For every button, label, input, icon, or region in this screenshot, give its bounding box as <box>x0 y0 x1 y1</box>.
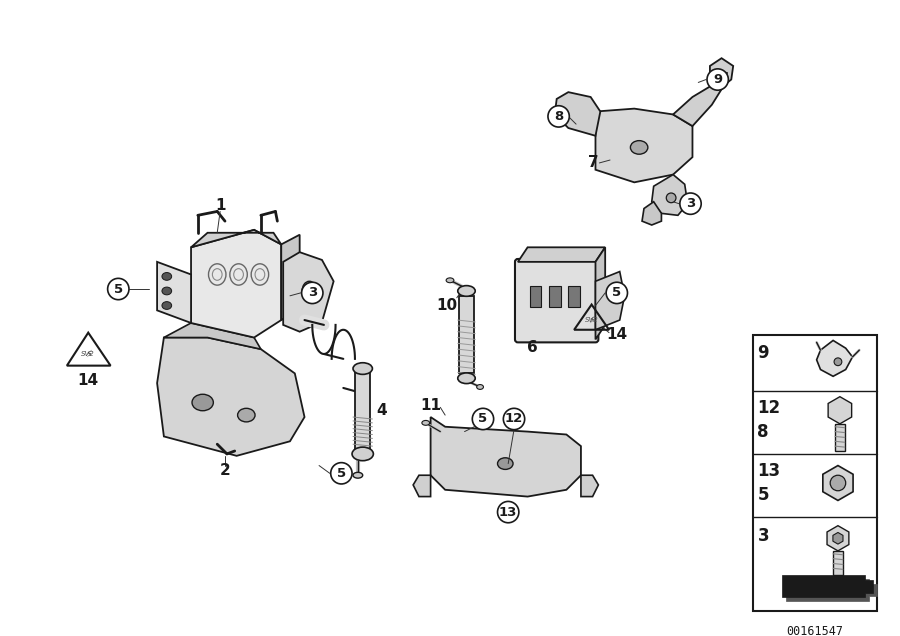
Polygon shape <box>281 235 300 320</box>
Bar <box>568 286 580 307</box>
Ellipse shape <box>162 301 172 309</box>
Text: 3: 3 <box>686 197 695 210</box>
Text: 5: 5 <box>337 467 346 480</box>
Polygon shape <box>158 338 304 456</box>
Text: 2: 2 <box>220 463 230 478</box>
Ellipse shape <box>446 278 454 283</box>
Text: 12: 12 <box>505 413 523 425</box>
Circle shape <box>680 193 701 214</box>
Ellipse shape <box>192 394 213 411</box>
Text: 4: 4 <box>377 403 387 418</box>
Polygon shape <box>652 174 688 216</box>
Polygon shape <box>355 371 371 451</box>
Text: 10: 10 <box>436 298 458 313</box>
Circle shape <box>330 462 352 484</box>
Text: 14: 14 <box>607 327 627 342</box>
Polygon shape <box>430 417 580 497</box>
Text: 13: 13 <box>758 462 780 480</box>
Polygon shape <box>191 230 281 338</box>
Ellipse shape <box>666 193 676 203</box>
Circle shape <box>503 408 525 430</box>
Text: 00161547: 00161547 <box>787 625 843 636</box>
Text: 6: 6 <box>527 340 538 355</box>
Circle shape <box>472 408 493 430</box>
Bar <box>835 424 845 451</box>
Circle shape <box>606 282 627 303</box>
Text: 12: 12 <box>758 399 780 417</box>
Circle shape <box>830 475 846 491</box>
Ellipse shape <box>630 141 648 154</box>
Ellipse shape <box>458 373 475 384</box>
Text: 13: 13 <box>499 506 517 518</box>
Polygon shape <box>642 202 662 225</box>
Text: 5: 5 <box>479 413 488 425</box>
Polygon shape <box>518 247 605 262</box>
Text: ⚡: ⚡ <box>589 315 595 325</box>
Polygon shape <box>710 58 734 87</box>
Polygon shape <box>164 323 261 349</box>
Polygon shape <box>782 575 873 597</box>
Ellipse shape <box>302 281 317 301</box>
Ellipse shape <box>422 420 429 425</box>
Ellipse shape <box>458 286 475 296</box>
Text: 5: 5 <box>612 286 621 300</box>
Ellipse shape <box>498 458 513 469</box>
Polygon shape <box>596 247 605 340</box>
Text: SV2: SV2 <box>81 351 95 357</box>
Bar <box>529 286 541 307</box>
Polygon shape <box>673 85 722 126</box>
Circle shape <box>108 279 129 300</box>
Text: 8: 8 <box>554 110 563 123</box>
Ellipse shape <box>353 363 373 375</box>
Text: 14: 14 <box>77 373 99 388</box>
Circle shape <box>548 106 570 127</box>
Bar <box>549 286 561 307</box>
Polygon shape <box>786 579 877 601</box>
Text: 1: 1 <box>215 198 225 213</box>
Ellipse shape <box>238 408 255 422</box>
Ellipse shape <box>834 358 842 366</box>
Polygon shape <box>816 340 852 377</box>
Text: 7: 7 <box>589 155 598 170</box>
Ellipse shape <box>162 273 172 280</box>
Polygon shape <box>413 475 430 497</box>
Polygon shape <box>554 92 600 135</box>
Polygon shape <box>459 296 474 373</box>
Text: 5: 5 <box>113 282 123 296</box>
Ellipse shape <box>477 385 483 389</box>
Text: 8: 8 <box>758 423 769 441</box>
Polygon shape <box>191 230 281 247</box>
Polygon shape <box>580 475 598 497</box>
Bar <box>752 335 877 611</box>
Circle shape <box>498 501 519 523</box>
Text: 9: 9 <box>713 73 722 86</box>
Ellipse shape <box>162 287 172 295</box>
Ellipse shape <box>352 447 374 460</box>
Text: 5: 5 <box>758 486 769 504</box>
Text: ⚡: ⚡ <box>85 349 92 359</box>
Circle shape <box>707 69 728 90</box>
Ellipse shape <box>353 473 363 478</box>
FancyBboxPatch shape <box>515 259 598 342</box>
Bar <box>833 551 842 575</box>
Text: 3: 3 <box>758 527 770 544</box>
Text: 9: 9 <box>758 344 770 363</box>
Polygon shape <box>158 262 191 323</box>
Circle shape <box>302 282 323 303</box>
Polygon shape <box>596 272 625 329</box>
Polygon shape <box>284 252 334 332</box>
Text: 11: 11 <box>420 398 441 413</box>
Polygon shape <box>596 109 692 183</box>
Text: SV2: SV2 <box>585 317 598 323</box>
Text: 3: 3 <box>308 286 317 300</box>
